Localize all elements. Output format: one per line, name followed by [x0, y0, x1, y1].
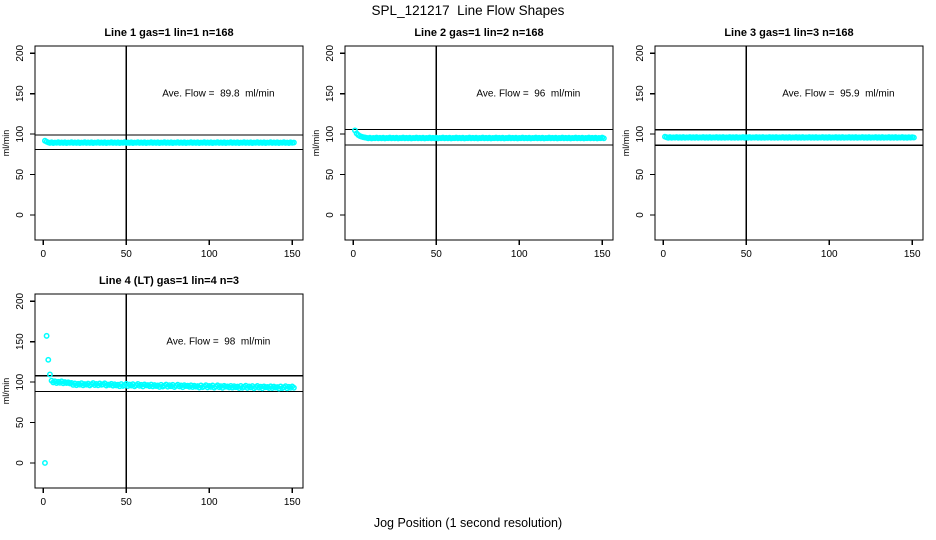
y-tick-label: 50	[15, 417, 26, 429]
subplot-title: Line 2 gas=1 lin=2 n=168	[414, 27, 543, 39]
subplot-line-1: Line 1 gas=1 lin=1 n=168 0 50 100 150 0 50 100 1…	[0, 20, 312, 268]
subplot-line-3: Line 3 gas=1 lin=3 n=168 0 50 100 150 0 50 100 1…	[620, 20, 932, 268]
x-tick-label: 150	[284, 497, 301, 508]
y-tick-label: 0	[15, 460, 26, 466]
x-tick-label: 100	[201, 249, 218, 260]
y-tick-label: 150	[15, 85, 26, 102]
figure-xlabel: Jog Position (1 second resolution)	[373, 516, 563, 530]
y-tick-label: 0	[325, 212, 336, 218]
figure-title: SPL_121217 Line Flow Shapes	[371, 3, 565, 18]
x-tick-label: 100	[821, 249, 838, 260]
data-point	[43, 332, 50, 339]
plot-frame	[34, 45, 304, 241]
ave-flow-annotation: Ave. Flow = 95.9 ml/min	[782, 89, 894, 100]
y-tick-label: 150	[325, 85, 336, 102]
data-point	[600, 135, 607, 142]
x-tick-label: 0	[41, 497, 47, 508]
x-tick-label: 50	[741, 249, 753, 260]
y-tick-label: 50	[15, 169, 26, 181]
x-tick-label: 0	[661, 249, 667, 260]
y-tick-label: 200	[325, 44, 336, 61]
y-tick-label: 50	[635, 169, 646, 181]
data-point	[46, 371, 53, 378]
subplot-line-4: Line 4 (LT) gas=1 lin=4 n=3 0 50 100 150 0 50 1…	[0, 268, 312, 516]
y-tick-label: 200	[15, 292, 26, 309]
y-tick-label: 0	[15, 212, 26, 218]
ave-flow-annotation: Ave. Flow = 98 ml/min	[166, 337, 270, 348]
x-tick-label: 150	[284, 249, 301, 260]
subplot-title: Line 1 gas=1 lin=1 n=168	[104, 27, 233, 39]
x-tick-label: 150	[594, 249, 611, 260]
x-tick-label: 0	[351, 249, 357, 260]
subplot-title: Line 4 (LT) gas=1 lin=4 n=3	[99, 275, 239, 287]
plot-frame	[34, 293, 304, 489]
ave-flow-annotation: Ave. Flow = 89.8 ml/min	[162, 89, 274, 100]
x-tick-label: 50	[121, 249, 133, 260]
x-tick-label: 100	[511, 249, 528, 260]
y-tick-label: 200	[15, 44, 26, 61]
x-tick-label: 50	[121, 497, 133, 508]
y-tick-label: 100	[15, 373, 26, 390]
x-tick-label: 0	[41, 249, 47, 260]
line-3-plot: Line 3 gas=1 lin=3 n=168 0 50 100 150 0 50 100 1…	[621, 27, 924, 260]
data-point	[42, 459, 48, 466]
x-tick-label: 50	[431, 249, 443, 260]
line-2-plot: Line 2 gas=1 lin=2 n=168 0 50 100 150 0 50 100 1…	[311, 27, 614, 260]
y-tick-label: 100	[15, 125, 26, 142]
y-tick-label: 100	[635, 125, 646, 142]
line-4-plot: Line 4 (LT) gas=1 lin=4 n=3 0 50 100 150 0 50 1…	[1, 275, 304, 508]
y-tick-label: 150	[15, 333, 26, 350]
subplot-title: Line 3 gas=1 lin=3 n=168	[724, 27, 853, 39]
y-axis-label: ml/min	[1, 378, 11, 405]
y-tick-label: 0	[635, 212, 646, 218]
x-tick-label: 100	[201, 497, 218, 508]
y-axis-label: ml/min	[1, 130, 11, 157]
line-1-plot: Line 1 gas=1 lin=1 n=168 0 50 100 150 0 50 100 1…	[1, 27, 304, 260]
y-axis-label: ml/min	[311, 130, 321, 157]
data-point	[290, 384, 297, 391]
ave-flow-annotation: Ave. Flow = 96 ml/min	[476, 89, 580, 100]
data-point	[290, 139, 297, 146]
y-axis-label: ml/min	[621, 130, 631, 157]
y-tick-label: 200	[635, 44, 646, 61]
plot-frame	[344, 45, 614, 241]
subplot-line-2: Line 2 gas=1 lin=2 n=168 0 50 100 150 0 50 100 1…	[310, 20, 622, 268]
plot-frame	[654, 45, 924, 241]
data-point	[910, 134, 917, 141]
x-tick-label: 150	[904, 249, 921, 260]
y-tick-label: 50	[325, 169, 336, 181]
y-tick-label: 100	[325, 125, 336, 142]
y-tick-label: 150	[635, 85, 646, 102]
data-point	[45, 356, 52, 363]
